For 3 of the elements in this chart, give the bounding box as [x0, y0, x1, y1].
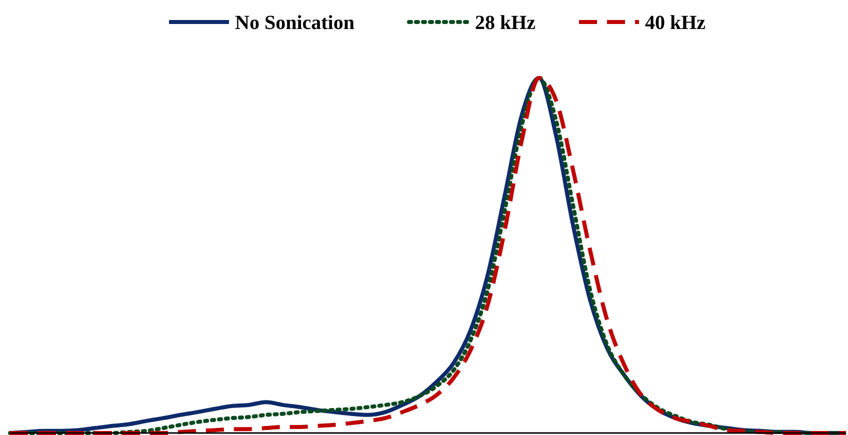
- legend-label: 40 kHz: [645, 12, 706, 34]
- legend-label: No Sonication: [235, 12, 354, 34]
- legend-label: 28 kHz: [475, 12, 536, 34]
